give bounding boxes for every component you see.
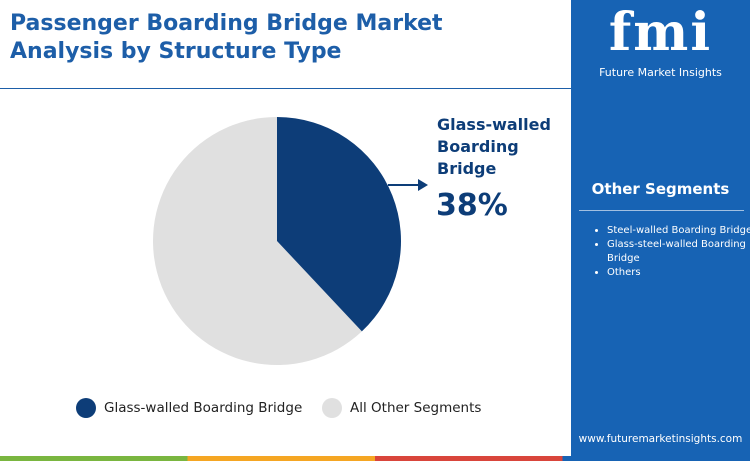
logo-tagline: Future Market Insights [599, 66, 722, 79]
pie-slice [277, 117, 402, 332]
pie-chart [153, 117, 428, 366]
segment-item: Steel-walled Boarding Bridge [607, 224, 750, 238]
legend-item: Glass-walled Boarding Bridge [76, 398, 302, 418]
legend-item: All Other Segments [322, 398, 481, 418]
legend-swatch [76, 398, 96, 418]
legend-label: All Other Segments [350, 400, 482, 416]
chart-title: Passenger Boarding Bridge Market Analysi… [10, 11, 443, 64]
callout-arrowhead [418, 179, 428, 191]
legend-swatch [322, 398, 342, 418]
legend-label: Glass-walled Boarding Bridge [104, 400, 303, 416]
segment-item: Others [607, 266, 750, 280]
segments-heading: Other Segments [591, 180, 730, 198]
logo: fmi [608, 2, 713, 63]
title-rule [0, 88, 571, 89]
website: www.futuremarketinsights.com [578, 433, 743, 445]
separator [579, 210, 744, 211]
pie-slice [153, 117, 362, 366]
segment-item: Glass-steel-walled Boarding Bridge [607, 238, 750, 266]
callout-label: Glass-walled Boarding Bridge [437, 115, 551, 178]
bottom-stripe [0, 456, 750, 461]
sidebar: fmi Future Market Insights Other Segment… [571, 0, 750, 461]
callout-value: 38% [436, 188, 508, 223]
segments-list: Steel-walled Boarding BridgeGlass-steel-… [589, 224, 750, 280]
